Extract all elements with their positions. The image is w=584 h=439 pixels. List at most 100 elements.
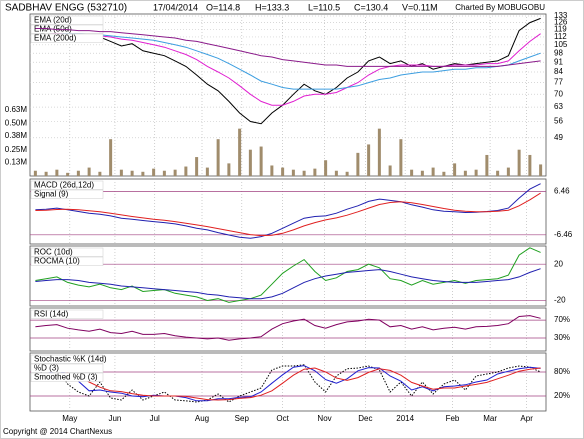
volume-bar xyxy=(152,168,156,176)
volume-bar xyxy=(205,167,209,176)
x-tick-label: May xyxy=(62,414,77,423)
volume-bar xyxy=(44,171,48,176)
volume-bar xyxy=(420,170,424,176)
volume-bar xyxy=(248,149,252,176)
panel xyxy=(29,13,547,177)
legend-box xyxy=(30,247,104,257)
x-tick-label: Apr xyxy=(520,414,533,423)
volume-bar xyxy=(539,164,543,176)
source: Charted By MOBUGOBU xyxy=(455,3,545,12)
y2-tick-label: 0.13M xyxy=(5,157,28,166)
volume-bar xyxy=(463,170,467,176)
header-stat: V=0.11M xyxy=(402,2,438,12)
x-tick-label: Feb xyxy=(446,414,460,423)
legend-box xyxy=(30,180,104,190)
legend-box xyxy=(30,189,104,199)
volume-bar xyxy=(130,170,134,176)
y-tick-label: 80% xyxy=(554,367,570,376)
legend-label: EMA (200d) xyxy=(34,34,77,43)
legend-label: MACD (26d,12d) xyxy=(34,181,94,190)
legend-box xyxy=(30,372,104,382)
series-line xyxy=(35,192,541,237)
volume-bar xyxy=(184,166,188,176)
x-tick-label: Jul xyxy=(150,414,160,423)
series-line xyxy=(35,365,541,402)
y-tick-label: 20 xyxy=(554,259,563,268)
legend-box xyxy=(30,33,104,43)
volume-bar xyxy=(66,172,70,176)
y2-tick-label: 0.25M xyxy=(5,145,28,154)
volume-bar xyxy=(270,165,274,176)
y-tick-label: 105 xyxy=(554,40,568,49)
y-tick-label: 6.46 xyxy=(554,187,570,196)
legend-label: %D (3) xyxy=(34,364,59,373)
series-line xyxy=(35,183,541,239)
volume-bar xyxy=(302,170,306,176)
volume-bar xyxy=(442,171,446,176)
x-tick-label: Sep xyxy=(235,414,250,423)
header-stat: H=133.3 xyxy=(255,2,289,12)
volume-bar xyxy=(109,139,113,176)
volume-bar xyxy=(227,163,231,176)
volume-bar xyxy=(55,169,59,176)
legend-label: ROC (10d) xyxy=(34,248,73,257)
y-tick-label: 84 xyxy=(554,67,563,76)
legend-label: ROCMA (10) xyxy=(34,257,80,266)
series-line xyxy=(35,32,541,90)
x-tick-label: Aug xyxy=(195,414,209,423)
volume-bar xyxy=(496,170,500,176)
y-tick-label: 119 xyxy=(554,25,567,34)
volume-bar xyxy=(119,169,123,176)
volume-bar xyxy=(334,170,338,176)
volume-bar xyxy=(173,169,177,176)
price-line xyxy=(35,17,541,125)
y-tick-label: 70 xyxy=(554,89,563,98)
header-title: SADBHAV ENGG (532710) xyxy=(5,3,127,14)
volume-bar xyxy=(313,168,317,176)
legend-label: Signal (9) xyxy=(34,190,69,199)
volume-bar xyxy=(517,149,521,176)
series-line xyxy=(35,364,541,403)
header-stat: O=114.8 xyxy=(206,2,240,12)
volume-bar xyxy=(431,167,435,176)
y-tick-label: 20% xyxy=(554,391,570,400)
panel xyxy=(29,307,547,352)
panel xyxy=(29,245,547,307)
volume-bar xyxy=(410,169,414,176)
volume-bar xyxy=(162,170,166,176)
volume-bar xyxy=(399,139,403,176)
series-line xyxy=(35,33,541,106)
x-tick-label: 2014 xyxy=(396,414,414,423)
legend-box xyxy=(30,309,104,319)
volume-bar xyxy=(474,169,478,176)
y-tick-label: 133 xyxy=(554,11,568,20)
x-tick-label: Jun xyxy=(108,414,121,423)
header-stat: L=110.5 xyxy=(308,2,340,12)
volume-bar xyxy=(356,152,360,176)
footer: Copyright @ 2014 ChartNexus xyxy=(3,427,112,436)
legend-box xyxy=(30,354,104,364)
legend-box xyxy=(30,15,104,25)
volume-bar xyxy=(367,144,371,176)
y2-tick-label: 0.50M xyxy=(5,119,28,128)
volume-bar xyxy=(506,167,510,176)
y-tick-label: 70% xyxy=(554,315,570,324)
series-line xyxy=(35,247,541,303)
volume-bar xyxy=(388,165,392,176)
y-tick-label: 126 xyxy=(554,18,568,27)
volume-bar xyxy=(195,157,199,176)
y-tick-label: 112 xyxy=(554,32,567,41)
y-tick-label: -20 xyxy=(554,296,566,305)
panel xyxy=(29,352,547,412)
volume-bar xyxy=(259,146,263,176)
x-tick-label: Oct xyxy=(276,414,289,423)
volume-bar xyxy=(377,128,381,176)
y-tick-label: 30% xyxy=(554,333,570,342)
volume-bar xyxy=(324,160,328,176)
volume-bar xyxy=(281,167,285,176)
legend-label: Stochastic %K (14d) xyxy=(34,355,107,364)
series-line xyxy=(35,28,541,67)
header-stat: C=130.4 xyxy=(354,2,388,12)
volume-bar xyxy=(453,163,457,176)
